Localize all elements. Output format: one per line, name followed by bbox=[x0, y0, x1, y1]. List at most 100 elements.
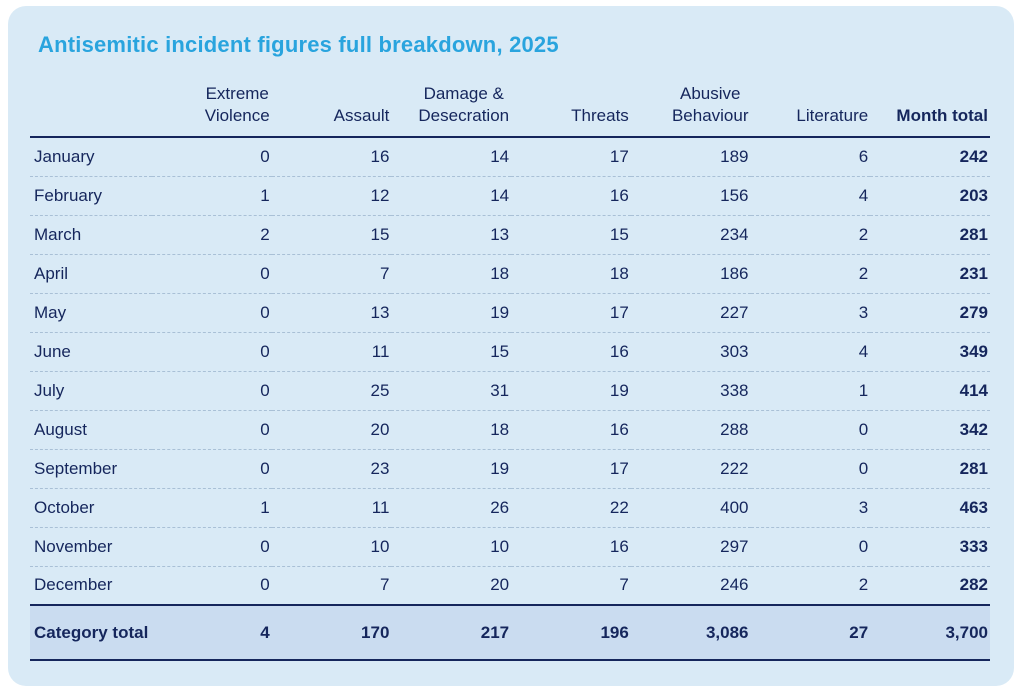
month-total-cell: 242 bbox=[959, 146, 988, 166]
value-cell: 2 bbox=[750, 253, 871, 293]
month-label: May bbox=[30, 292, 152, 332]
value-cell: 222 bbox=[630, 448, 751, 488]
column-header: Month total bbox=[870, 62, 990, 138]
value-cell: 7 bbox=[271, 565, 392, 605]
category-total-cell: 27 bbox=[750, 604, 871, 661]
value-cell: 31 bbox=[391, 370, 512, 410]
value-cell: 297 bbox=[630, 526, 751, 566]
value-cell: 7 bbox=[511, 565, 631, 605]
value-cell: 186 bbox=[630, 253, 751, 293]
value-cell: 0 bbox=[750, 409, 871, 449]
column-header: Damage & Desecration bbox=[391, 62, 512, 138]
value-cell: 10 bbox=[391, 526, 512, 566]
value-cell: 0 bbox=[750, 448, 871, 488]
value-cell: 0 bbox=[152, 526, 272, 566]
value-cell: 0 bbox=[152, 448, 272, 488]
table-footer: Category total 4 170 217 196 3,086 27 3,700 bbox=[30, 604, 990, 661]
value-cell: 246 bbox=[630, 565, 751, 605]
month-label: March bbox=[30, 214, 152, 254]
category-total-cell: 3,086 bbox=[630, 604, 751, 661]
month-total-cell: 203 bbox=[870, 175, 990, 215]
grand-total-cell: 3,700 bbox=[870, 604, 990, 661]
value-cell: 234 bbox=[630, 214, 751, 254]
month-label: April bbox=[30, 253, 152, 293]
table-row: November 0 10 10 16 297 0 333 bbox=[30, 526, 990, 566]
value-cell: 10 bbox=[271, 526, 392, 566]
value-cell: 18 bbox=[391, 409, 512, 449]
value-cell: 17 bbox=[511, 448, 631, 488]
value-cell: 20 bbox=[271, 409, 392, 449]
value-cell: 303 bbox=[630, 331, 751, 371]
value-cell: 26 bbox=[391, 487, 512, 527]
category-total-label: Category total bbox=[30, 604, 152, 661]
month-label: September bbox=[30, 448, 152, 488]
value-cell: 16 bbox=[370, 146, 390, 166]
month-total-cell: 231 bbox=[870, 253, 990, 293]
incident-table: Extreme Violence Assault Damage & Desecratio… bbox=[30, 62, 990, 661]
value-cell: 19 bbox=[391, 448, 512, 488]
month-total-cell: 281 bbox=[870, 448, 990, 488]
value-cell: 15 bbox=[391, 331, 512, 371]
incident-figures-card: Antisemitic incident figures full breakd… bbox=[8, 6, 1014, 686]
month-total-cell: 342 bbox=[870, 409, 990, 449]
month-label: February bbox=[30, 175, 152, 215]
page-title: Antisemitic incident figures full breakd… bbox=[38, 32, 559, 57]
month-label: August bbox=[30, 409, 152, 449]
value-cell: 0 bbox=[260, 146, 270, 166]
month-total-cell: 333 bbox=[870, 526, 990, 566]
month-total-cell: 279 bbox=[870, 292, 990, 332]
value-cell: 17 bbox=[609, 146, 629, 166]
category-total-cell: 4 bbox=[152, 604, 272, 661]
value-cell: 0 bbox=[152, 565, 272, 605]
value-cell: 23 bbox=[271, 448, 392, 488]
value-cell: 1 bbox=[750, 370, 871, 410]
value-cell: 0 bbox=[152, 409, 272, 449]
table-row: May 0 13 19 17 227 3 279 bbox=[30, 292, 990, 332]
table-row: January 0 16 14 17 189 6 242 bbox=[30, 137, 990, 176]
value-cell: 13 bbox=[271, 292, 392, 332]
value-cell: 16 bbox=[511, 526, 631, 566]
value-cell: 13 bbox=[391, 214, 512, 254]
value-cell: 22 bbox=[511, 487, 631, 527]
value-cell: 0 bbox=[152, 370, 272, 410]
value-cell: 189 bbox=[720, 146, 749, 166]
value-cell: 1 bbox=[152, 175, 272, 215]
value-cell: 14 bbox=[490, 146, 510, 166]
value-cell: 4 bbox=[750, 331, 871, 371]
value-cell: 16 bbox=[511, 331, 631, 371]
value-cell: 0 bbox=[152, 331, 272, 371]
table-row: April 0 7 18 18 186 2 231 bbox=[30, 253, 990, 293]
value-cell: 7 bbox=[271, 253, 392, 293]
column-header: Assault bbox=[271, 62, 392, 138]
month-label: July bbox=[30, 370, 152, 410]
column-header: Literature bbox=[750, 62, 871, 138]
value-cell: 11 bbox=[271, 331, 392, 371]
month-label: November bbox=[30, 526, 152, 566]
value-cell: 6 bbox=[858, 146, 869, 166]
table-row: June 0 11 15 16 303 4 349 bbox=[30, 331, 990, 371]
month-total-cell: 414 bbox=[870, 370, 990, 410]
month-total-cell: 349 bbox=[870, 331, 990, 371]
value-cell: 15 bbox=[271, 214, 392, 254]
value-cell: 3 bbox=[750, 487, 871, 527]
value-cell: 0 bbox=[152, 253, 272, 293]
value-cell: 11 bbox=[271, 487, 392, 527]
month-total-cell: 282 bbox=[870, 565, 990, 605]
value-cell: 16 bbox=[511, 175, 631, 215]
value-cell: 14 bbox=[391, 175, 512, 215]
value-cell: 227 bbox=[630, 292, 751, 332]
value-cell: 19 bbox=[391, 292, 512, 332]
value-cell: 20 bbox=[391, 565, 512, 605]
value-cell: 2 bbox=[750, 214, 871, 254]
month-label: December bbox=[30, 565, 152, 605]
value-cell: 4 bbox=[750, 175, 871, 215]
value-cell: 3 bbox=[750, 292, 871, 332]
value-cell: 19 bbox=[511, 370, 631, 410]
month-label: June bbox=[30, 331, 152, 371]
month-total-cell: 281 bbox=[870, 214, 990, 254]
table-row: March 2 15 13 15 234 2 281 bbox=[30, 214, 990, 254]
category-total-cell: 196 bbox=[511, 604, 631, 661]
month-label: January bbox=[34, 146, 95, 166]
month-label: October bbox=[30, 487, 152, 527]
table-row: February 1 12 14 16 156 4 203 bbox=[30, 175, 990, 215]
